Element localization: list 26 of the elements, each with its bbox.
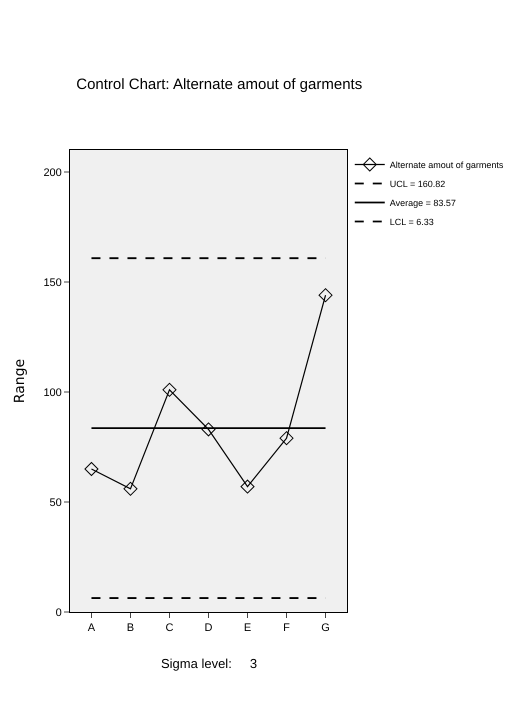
chart-title: Control Chart: Alternate amout of garments: [76, 76, 362, 93]
point: [240, 480, 255, 494]
point: [84, 462, 98, 476]
legend-label: UCL = 160.82: [390, 179, 446, 190]
legend-label: Average = 83.57: [390, 198, 456, 208]
legend-label: LCL = 6.33: [390, 217, 434, 228]
x-tick-label: B: [126, 622, 134, 634]
point: [123, 482, 138, 496]
legend-label: Alternate amout of garments: [390, 160, 504, 170]
x-tick-label: D: [204, 622, 213, 634]
x-tick-label: G: [321, 622, 330, 634]
x-tick-label: A: [88, 622, 96, 634]
point: [202, 422, 216, 436]
x-tick-label: E: [244, 622, 252, 634]
point: [318, 288, 333, 302]
y-tick-label: 0: [56, 606, 62, 619]
y-tick-label: 100: [43, 386, 62, 399]
y-tick-label: 150: [43, 276, 62, 289]
x-tick-label: C: [166, 622, 174, 634]
point: [280, 431, 294, 446]
y-axis-title: Range: [12, 358, 28, 404]
x-tick-label: F: [283, 622, 290, 634]
y-tick-label: 50: [50, 496, 62, 509]
text: Sigma level: 3: [161, 656, 258, 671]
y-tick-label: 200: [43, 166, 62, 179]
point: [162, 382, 176, 397]
